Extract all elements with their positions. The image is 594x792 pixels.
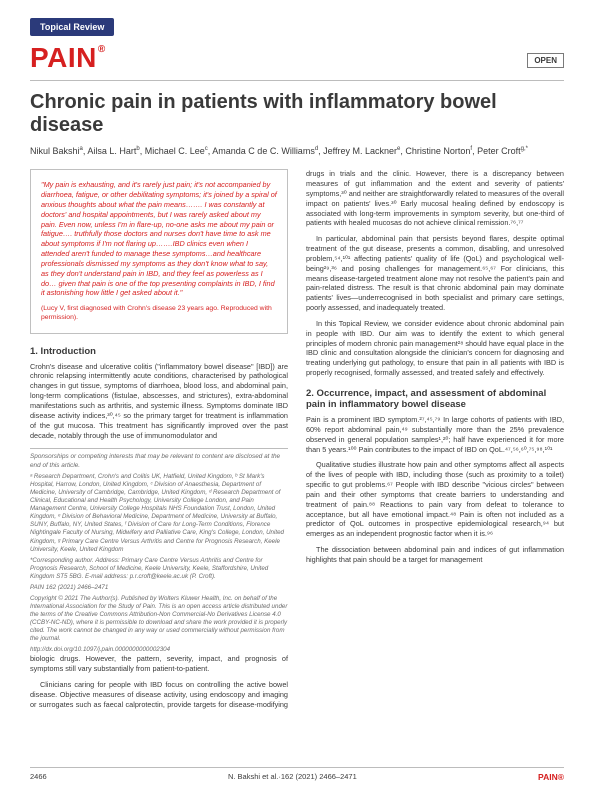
header-row: PAIN® OPEN [30, 42, 564, 81]
logo-text: PAIN [30, 42, 97, 74]
registered-icon: ® [98, 44, 106, 55]
section-2-paragraph-1: Pain is a prominent IBD symptom.²⁷,⁴⁵,⁷⁹… [306, 415, 564, 454]
topical-review-tag: Topical Review [30, 18, 114, 36]
journal-logo: PAIN® [30, 42, 106, 74]
section-1-paragraph: Crohn's disease and ulcerative colitis (… [30, 362, 288, 441]
page: Topical Review PAIN® OPEN Chronic pain i… [0, 0, 594, 729]
col2-paragraph-3: In particular, abdominal pain that persi… [306, 234, 564, 313]
footer-journal-logo: PAIN® [538, 772, 564, 782]
footer-logo-text: PAIN® [538, 772, 564, 782]
section-2-heading: 2. Occurrence, impact, and assessment of… [306, 388, 564, 410]
patient-quote-text: "My pain is exhausting, and it's rarely … [41, 180, 277, 298]
corresponding-author: *Corresponding author. Address: Primary … [30, 557, 288, 581]
doi-link: http://dx.doi.org/10.1097/j.pain.0000000… [30, 646, 288, 654]
section-2-paragraph-3: The dissociation between abdominal pain … [306, 545, 564, 565]
col2-paragraph-4: In this Topical Review, we consider evid… [306, 319, 564, 378]
patient-quote-attribution: (Lucy V, first diagnosed with Crohn's di… [41, 304, 277, 322]
open-access-badge: OPEN [527, 53, 564, 68]
copyright-notice: Copyright © 2021 The Author(s). Publishe… [30, 595, 288, 643]
sponsors-note: Sponsorships or competing interests that… [30, 448, 288, 470]
two-column-body: "My pain is exhausting, and it's rarely … [30, 169, 564, 717]
article-title: Chronic pain in patients with inflammato… [30, 91, 564, 137]
journal-citation: PAIN 162 (2021) 2466–2471 [30, 584, 288, 592]
page-footer: 2466 N. Bakshi et al.·162 (2021) 2466–24… [30, 767, 564, 782]
section-2-paragraph-2: Qualitative studies illustrate how pain … [306, 460, 564, 539]
authors-list: Nikul Bakshia, Ailsa L. Hartb, Michael C… [30, 145, 564, 157]
col2-paragraph-1: biologic drugs. However, the pattern, se… [30, 654, 288, 674]
footer-citation: N. Bakshi et al.·162 (2021) 2466–2471 [228, 772, 357, 782]
section-1-heading: 1. Introduction [30, 346, 288, 357]
patient-quote-box: "My pain is exhausting, and it's rarely … [30, 169, 288, 333]
footer-page-number: 2466 [30, 772, 47, 782]
affiliations: ᵃ Research Department, Crohn's and Colit… [30, 473, 288, 554]
